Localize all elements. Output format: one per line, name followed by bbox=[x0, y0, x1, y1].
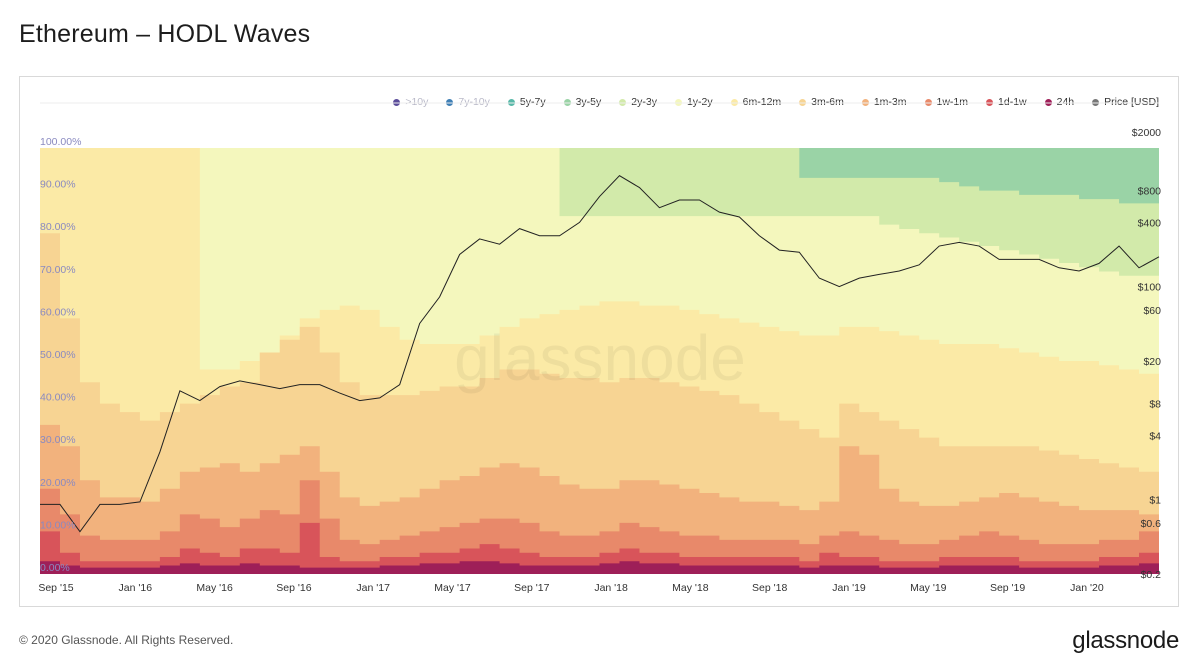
x-tick-label: Jan '17 bbox=[356, 582, 390, 594]
legend-item[interactable]: 1m-3m bbox=[861, 96, 907, 108]
chart-legend: >10y 7y-10y 5y-7y 3y-5y 2y-3y 1y-2y 6m-12m 3m-6… bbox=[375, 96, 1159, 108]
legend-label: 24h bbox=[1056, 96, 1075, 108]
legend-label: >10y bbox=[405, 96, 429, 108]
legend-swatch bbox=[1044, 98, 1052, 106]
x-tick-label: Jan '16 bbox=[119, 582, 153, 594]
x-tick-label: Sep '18 bbox=[752, 582, 787, 594]
y-right-tick-label: $8 bbox=[1149, 398, 1161, 410]
legend-swatch bbox=[861, 98, 869, 106]
y-right-tick-label: $400 bbox=[1138, 217, 1162, 229]
legend-item[interactable]: 3y-5y bbox=[563, 96, 602, 108]
x-tick-label: Sep '16 bbox=[276, 582, 311, 594]
y-left-tick-label: 60.00% bbox=[40, 306, 76, 318]
y-left-tick-label: 40.00% bbox=[40, 392, 76, 404]
glassnode-logo[interactable]: glassnode bbox=[1072, 627, 1179, 654]
legend-item[interactable]: 2y-3y bbox=[619, 96, 657, 108]
legend-label: 1m-3m bbox=[873, 96, 907, 108]
y-left-tick-label: 80.00% bbox=[40, 221, 76, 233]
x-tick-label: May '17 bbox=[434, 582, 471, 594]
y-left-tick-label: 20.00% bbox=[40, 477, 76, 489]
x-tick-label: Sep '17 bbox=[514, 582, 549, 594]
y-left-tick-label: 100.00% bbox=[40, 136, 81, 148]
band-24h bbox=[40, 561, 1159, 574]
x-tick-label: Jan '18 bbox=[594, 582, 628, 594]
y-left-tick-label: 90.00% bbox=[40, 179, 76, 191]
y-right-tick-label: $0.6 bbox=[1141, 518, 1162, 530]
legend-swatch bbox=[674, 98, 682, 106]
legend-swatch bbox=[986, 98, 994, 106]
legend-label: Price [USD] bbox=[1104, 96, 1159, 108]
y-right-tick-label: $0.2 bbox=[1141, 569, 1162, 581]
x-tick-label: Sep '19 bbox=[990, 582, 1025, 594]
y-left-tick-label: 0.00% bbox=[40, 562, 70, 574]
price-line bbox=[40, 175, 1160, 533]
legend-label: 2y-3y bbox=[631, 96, 657, 108]
legend-swatch bbox=[446, 98, 454, 106]
x-tick-label: Sep '15 bbox=[38, 582, 73, 594]
y-right-tick-label: $1 bbox=[1149, 495, 1161, 507]
y-right-tick-label: $2000 bbox=[1132, 127, 1161, 139]
legend-item[interactable]: Price [USD] bbox=[1092, 96, 1159, 108]
legend-item[interactable]: 5y-7y bbox=[507, 96, 546, 108]
x-tick-label: Jan '20 bbox=[1070, 582, 1104, 594]
legend-label: 6m-12m bbox=[742, 96, 782, 108]
legend-swatch bbox=[619, 98, 627, 106]
legend-label: 5y-7y bbox=[519, 96, 546, 108]
legend-item[interactable]: 6m-12m bbox=[730, 96, 782, 108]
y-left-tick-label: 10.00% bbox=[40, 519, 76, 531]
y-right-tick-label: $60 bbox=[1143, 305, 1161, 317]
legend-swatch bbox=[730, 98, 738, 106]
y-left-tick-label: 70.00% bbox=[40, 264, 76, 276]
legend-item[interactable]: 1y-2y bbox=[674, 96, 713, 108]
legend-item[interactable]: 1d-1w bbox=[986, 96, 1027, 108]
legend-label: 3y-5y bbox=[575, 96, 602, 108]
page-title: Ethereum – HODL Waves bbox=[19, 20, 311, 48]
y-right-tick-label: $800 bbox=[1138, 185, 1162, 197]
y-left-tick-label: 50.00% bbox=[40, 349, 76, 361]
legend-item[interactable]: >10y bbox=[393, 96, 428, 108]
legend-swatch bbox=[924, 98, 932, 106]
footer-copyright: © 2020 Glassnode. All Rights Reserved. bbox=[19, 633, 234, 647]
x-tick-label: Jan '19 bbox=[832, 582, 866, 594]
legend-swatch bbox=[1092, 98, 1100, 106]
x-tick-label: May '19 bbox=[910, 582, 947, 594]
legend-swatch bbox=[393, 98, 401, 106]
legend-label: 7y-10y bbox=[458, 96, 490, 108]
legend-swatch bbox=[507, 98, 515, 106]
x-tick-label: May '18 bbox=[672, 582, 709, 594]
band-1d1w bbox=[40, 522, 1159, 574]
legend-label: 1y-2y bbox=[686, 96, 713, 108]
watermark-text: glassnode bbox=[454, 322, 746, 394]
legend-item[interactable]: 1w-1m bbox=[924, 96, 969, 108]
legend-swatch bbox=[799, 98, 807, 106]
y-right-tick-label: $4 bbox=[1149, 430, 1161, 442]
legend-label: 1d-1w bbox=[998, 96, 1027, 108]
legend-label: 3m-6m bbox=[811, 96, 844, 108]
legend-item[interactable]: 24h bbox=[1044, 96, 1075, 108]
y-right-tick-label: $100 bbox=[1138, 282, 1162, 294]
legend-item[interactable]: 7y-10y bbox=[446, 96, 490, 108]
y-left-tick-label: 30.00% bbox=[40, 434, 76, 446]
legend-swatch bbox=[563, 98, 571, 106]
y-right-tick-label: $20 bbox=[1143, 356, 1161, 368]
x-tick-label: May '16 bbox=[196, 582, 233, 594]
legend-label: 1w-1m bbox=[936, 96, 969, 108]
legend-item[interactable]: 3m-6m bbox=[799, 96, 844, 108]
